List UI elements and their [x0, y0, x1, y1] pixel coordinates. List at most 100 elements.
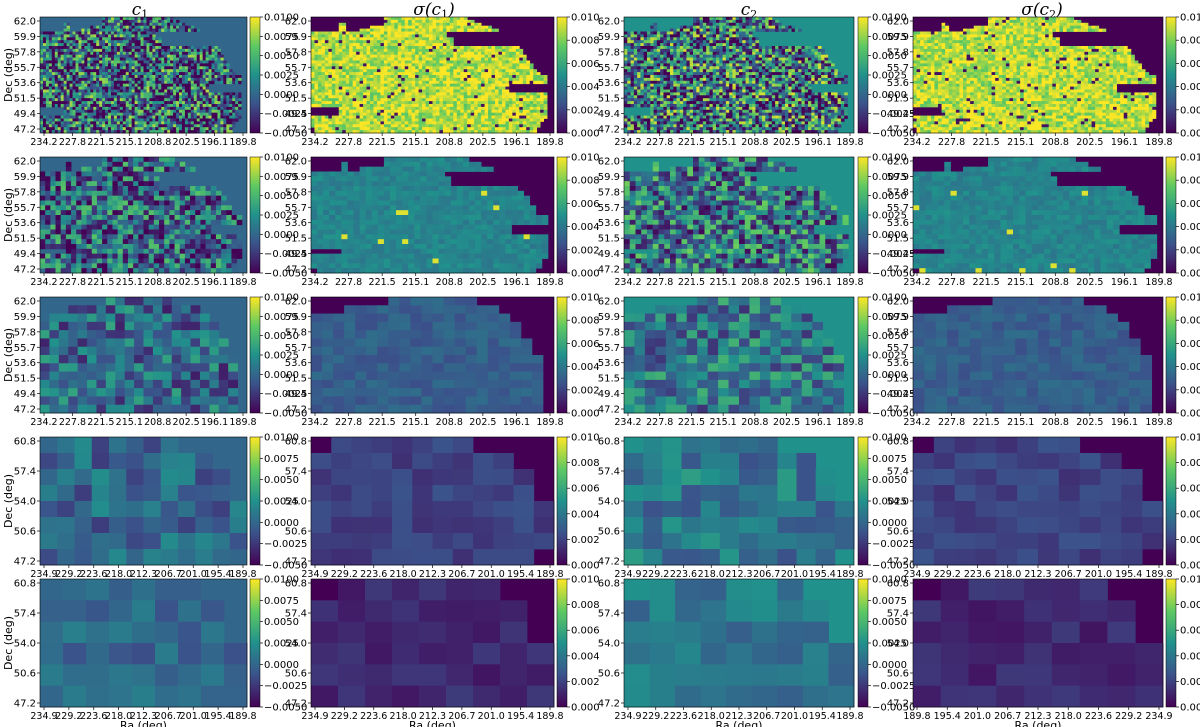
heatmap-cell	[370, 43, 374, 47]
heatmap-cell	[755, 40, 760, 44]
heatmap-cell	[54, 89, 59, 93]
heatmap-cell	[540, 92, 544, 96]
heatmap-cell	[205, 69, 209, 73]
heatmap-cell	[481, 80, 485, 85]
heatmap-cell	[647, 43, 651, 47]
heatmap-cell	[72, 54, 76, 58]
heatmap-cell	[69, 63, 73, 67]
heatmap-cell	[149, 66, 153, 70]
heatmap-cell	[422, 92, 426, 96]
heatmap-cell	[429, 17, 433, 21]
heatmap-cell	[508, 72, 513, 76]
heatmap-cell	[131, 92, 136, 96]
heatmap-cell	[152, 80, 156, 85]
heatmap-cell	[345, 130, 350, 134]
heatmap-cell	[78, 48, 82, 53]
heatmap-cell	[176, 22, 180, 27]
heatmap-cell	[373, 80, 378, 85]
heatmap-cell	[494, 69, 499, 73]
heatmap-cell	[81, 57, 85, 61]
heatmap-cell	[116, 31, 121, 35]
heatmap-cell	[474, 127, 479, 131]
heatmap-cell	[498, 72, 503, 76]
heatmap-cell	[113, 101, 118, 105]
heatmap-cell	[328, 37, 333, 41]
heatmap-cell	[477, 54, 482, 58]
heatmap-cell	[467, 28, 472, 32]
heatmap-cell	[211, 60, 215, 64]
heatmap-cell	[363, 63, 367, 67]
heatmap-cell	[439, 98, 444, 102]
heatmap-cell	[536, 112, 541, 116]
heatmap-cell	[515, 72, 520, 76]
heatmap-cell	[164, 89, 168, 93]
heatmap-cell	[519, 92, 524, 96]
heatmap-cell	[81, 63, 85, 67]
heatmap-cell	[418, 69, 423, 73]
heatmap-cell	[522, 106, 527, 111]
heatmap-cell	[442, 80, 447, 85]
heatmap-cell	[143, 57, 147, 61]
heatmap-cell	[167, 83, 171, 87]
heatmap-cell	[383, 92, 388, 96]
heatmap-cell	[394, 17, 399, 21]
heatmap-cell	[217, 72, 221, 76]
heatmap-cell	[42, 89, 47, 93]
heatmap-cell	[184, 28, 189, 32]
heatmap-cell	[116, 34, 121, 38]
heatmap-cell	[352, 92, 357, 96]
heatmap-cell	[57, 118, 62, 122]
heatmap-cell	[352, 115, 357, 119]
heatmap-cell	[199, 86, 204, 90]
heatmap-cell	[331, 121, 336, 125]
heatmap-cell	[702, 22, 707, 27]
heatmap-cell	[173, 75, 177, 79]
heatmap-cell	[81, 118, 85, 122]
heatmap-cell	[173, 46, 177, 50]
heatmap-cell	[217, 98, 221, 102]
heatmap-cell	[418, 77, 423, 82]
heatmap-cell	[394, 28, 399, 32]
heatmap-cell	[152, 60, 156, 64]
heatmap-cell	[134, 77, 138, 82]
heatmap-cell	[328, 57, 333, 61]
heatmap-cell	[324, 46, 329, 50]
heatmap-cell	[311, 34, 315, 38]
heatmap-cell	[387, 34, 392, 38]
heatmap-cell	[208, 95, 212, 99]
heatmap-cell	[356, 109, 360, 114]
heatmap-cell	[411, 109, 416, 114]
heatmap-cell	[226, 115, 230, 119]
heatmap-cell	[54, 60, 59, 64]
heatmap-cell	[170, 124, 174, 128]
heatmap-cell	[146, 75, 150, 79]
heatmap-cell	[220, 109, 224, 114]
heatmap-cell	[137, 98, 141, 102]
heatmap-cell	[536, 115, 541, 119]
heatmap-cell	[211, 121, 215, 125]
heatmap-cell	[526, 80, 531, 85]
heatmap-cell	[477, 124, 482, 128]
heatmap-cell	[146, 17, 150, 21]
heatmap-cell	[338, 34, 343, 38]
heatmap-cell	[122, 22, 127, 27]
heatmap-cell	[484, 115, 489, 119]
heatmap-cell	[42, 34, 47, 38]
heatmap-cell	[90, 63, 94, 67]
heatmap-cell	[158, 89, 162, 93]
heatmap-cell	[453, 28, 458, 32]
heatmap-cell	[397, 63, 402, 67]
heatmap-cell	[370, 60, 374, 64]
heatmap-cell	[69, 83, 73, 87]
heatmap-cell	[494, 118, 499, 122]
heatmap-cell	[40, 48, 44, 53]
heatmap-cell	[404, 80, 409, 85]
heatmap-cell	[686, 25, 691, 29]
heatmap-cell	[418, 83, 423, 87]
heatmap-cell	[394, 86, 399, 90]
heatmap-cell	[484, 109, 489, 114]
heatmap-cell	[453, 51, 458, 56]
heatmap-cell	[161, 57, 165, 61]
heatmap-cell	[75, 54, 79, 58]
heatmap-cell	[196, 115, 201, 119]
